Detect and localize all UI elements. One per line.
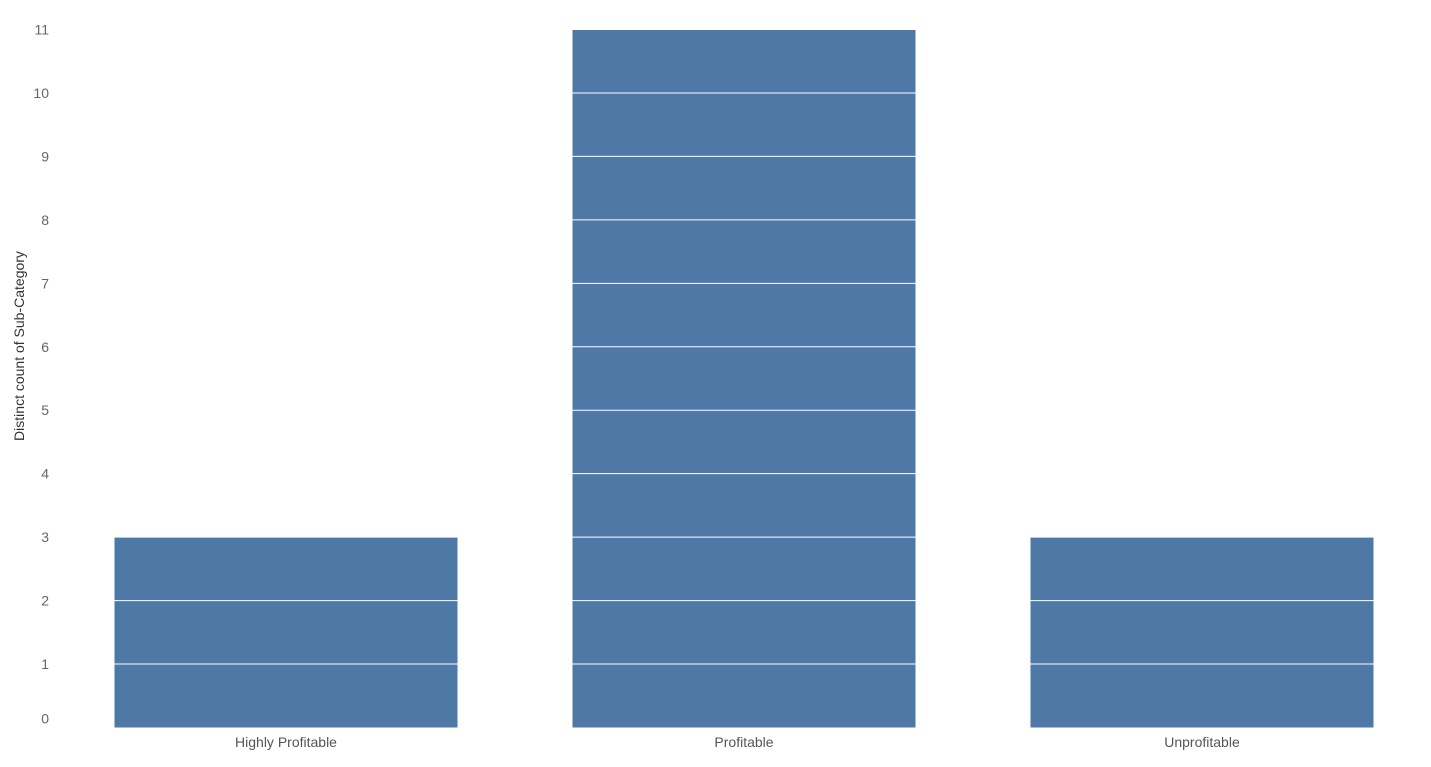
- y-tick-label: 0: [41, 711, 49, 727]
- bar-unprofitable[interactable]: [1030, 536, 1374, 728]
- y-axis-ticks: 0 1 2 3 4 5 6 7 8 9 10 11: [33, 22, 49, 727]
- x-category-label: Highly Profitable: [235, 734, 337, 750]
- bar-highly-profitable[interactable]: [114, 536, 458, 728]
- y-tick-label: 4: [41, 466, 49, 482]
- y-tick-label: 3: [41, 529, 49, 545]
- x-category-label: Profitable: [714, 734, 773, 750]
- y-tick-label: 2: [41, 593, 49, 609]
- y-tick-label: 1: [41, 656, 49, 672]
- bar-profitable[interactable]: [572, 29, 916, 728]
- y-tick-label: 8: [41, 212, 49, 228]
- bar[interactable]: [1030, 537, 1374, 728]
- y-tick-label: 9: [41, 148, 49, 164]
- y-tick-label: 10: [33, 85, 49, 101]
- x-category-label: Unprofitable: [1164, 734, 1240, 750]
- bars: [114, 29, 1374, 728]
- y-tick-label: 7: [41, 275, 49, 291]
- x-axis-labels: Highly Profitable Profitable Unprofitable: [235, 734, 1240, 750]
- y-axis-title: Distinct count of Sub-Category: [11, 251, 27, 441]
- bar[interactable]: [114, 537, 458, 728]
- y-tick-label: 5: [41, 402, 49, 418]
- y-tick-label: 11: [34, 22, 49, 38]
- bar[interactable]: [572, 29, 916, 728]
- y-tick-label: 6: [41, 339, 49, 355]
